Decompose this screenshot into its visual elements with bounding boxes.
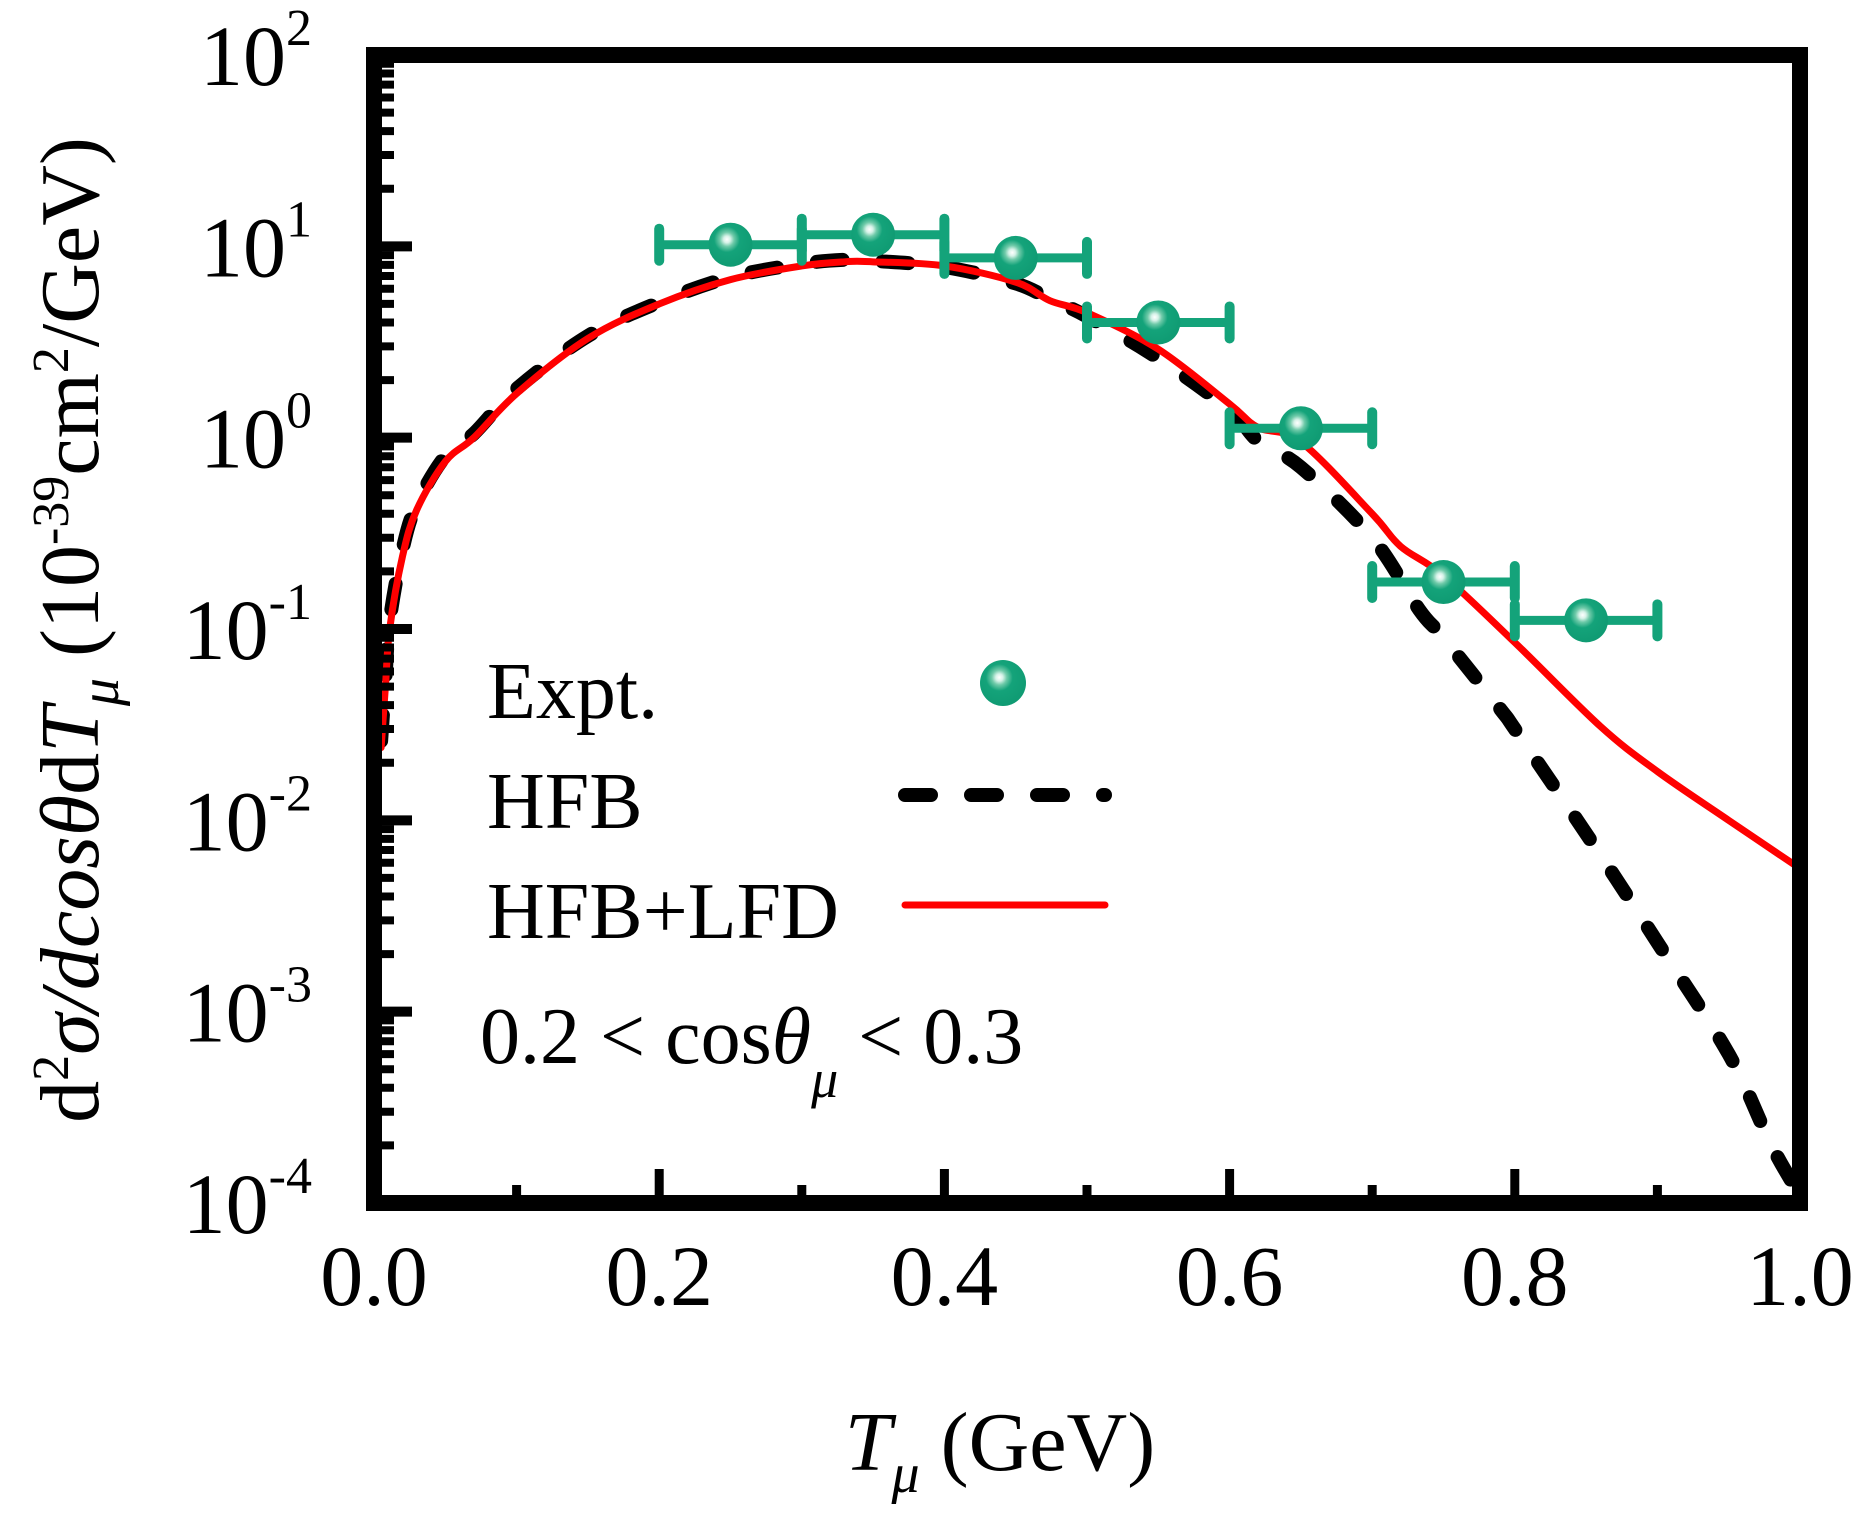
y-tick-label: 10-1 — [183, 574, 312, 678]
x-tick-label: 0.0 — [320, 1228, 428, 1324]
expt-points-layer — [654, 212, 1663, 643]
legend-label-expt: Expt. — [487, 648, 658, 736]
legend-annotation: 0.2 < cosθμ < 0.3 — [480, 993, 1023, 1109]
data-point — [1367, 560, 1520, 605]
x-tick-label: 0.8 — [1461, 1228, 1569, 1324]
y-tick-label: 10-2 — [183, 765, 312, 869]
data-marker — [993, 235, 1038, 280]
legend-label-hfb-lfd: HFB+LFD — [487, 868, 839, 956]
data-marker — [708, 222, 753, 267]
legend-label-hfb: HFB — [487, 758, 643, 846]
series-line-hfb-lfd — [377, 257, 1800, 873]
y-tick-label: 10-4 — [183, 1148, 312, 1252]
x-tick-label: 0.2 — [605, 1228, 713, 1324]
data-point — [939, 235, 1092, 280]
data-marker — [1278, 406, 1323, 451]
data-point — [796, 212, 950, 257]
x-axis-title: Tμ (GeV) — [845, 1396, 1155, 1505]
y-tick-label: 102 — [200, 0, 312, 104]
y-tick-label: 100 — [200, 383, 312, 487]
y-tick-label: 101 — [200, 191, 312, 295]
x-tick-label: 1.0 — [1746, 1228, 1854, 1324]
x-tick-labels: 0.0 0.2 0.4 0.6 0.8 1.0 — [320, 1228, 1854, 1324]
data-marker — [1421, 560, 1466, 605]
legend-marker-expt — [980, 660, 1026, 706]
data-marker — [851, 212, 896, 257]
data-marker — [1136, 300, 1181, 345]
x-tick-label: 0.6 — [1176, 1228, 1284, 1324]
data-point — [1224, 406, 1378, 451]
legend-ball-icon — [980, 660, 1026, 706]
data-point — [1082, 300, 1235, 345]
curves-layer — [374, 252, 1800, 1203]
data-point — [654, 222, 807, 267]
legend: Expt. HFB HFB+LFD 0.2 < cosθμ < 0.3 — [480, 648, 1112, 1109]
y-tick-labels: 102 101 100 10-1 10-2 10-3 10-4 — [183, 0, 312, 1252]
y-axis-title: d2σ/dcosθdTμ (10-39cm2/GeV) — [23, 137, 131, 1123]
y-tick-label: 10-3 — [183, 957, 312, 1061]
data-marker — [1564, 598, 1609, 643]
axis-ticks — [374, 59, 1662, 1203]
x-tick-label: 0.4 — [891, 1228, 999, 1324]
data-point — [1509, 598, 1663, 643]
